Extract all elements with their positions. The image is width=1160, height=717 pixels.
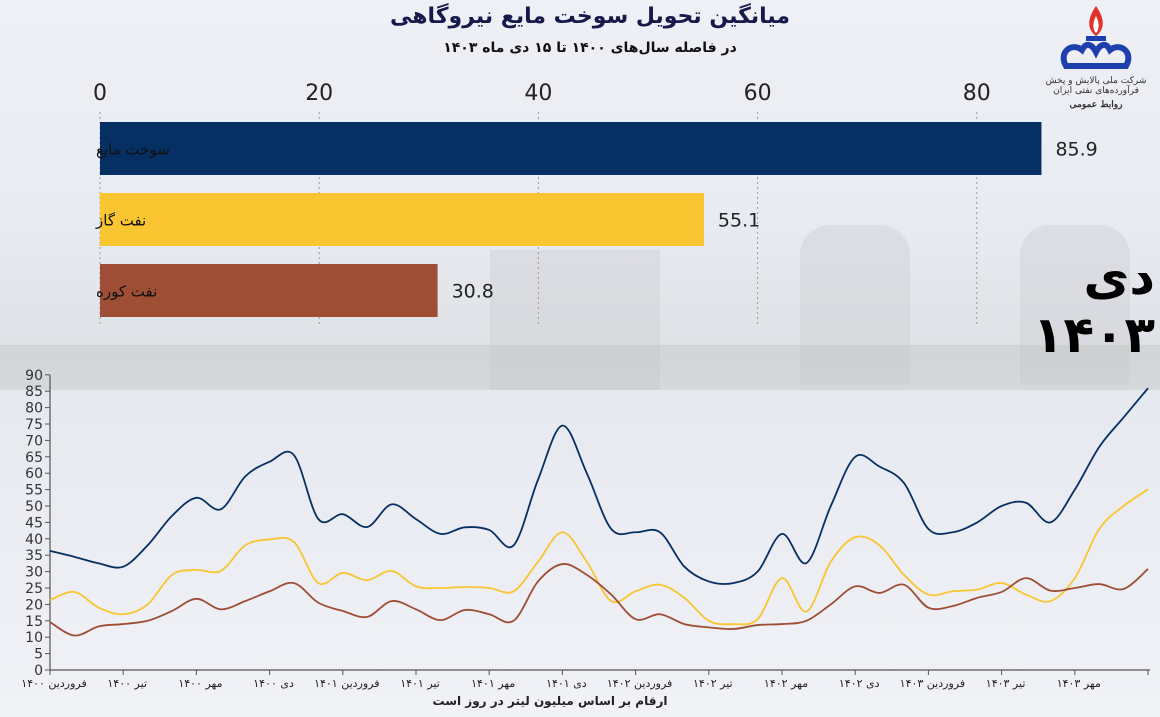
bar xyxy=(100,122,1042,175)
y-tick-label: 80 xyxy=(25,401,43,417)
unit-caption: ارقام بر اساس میلیون لیتر در روز است xyxy=(432,694,668,708)
bar-value-label: 30.8 xyxy=(452,281,494,303)
x-tick-label: تیر ۱۴۰۲ xyxy=(693,677,733,690)
y-tick-label: 40 xyxy=(25,532,43,548)
bar-category-label: سوخت مایع xyxy=(96,141,170,159)
bar-xtick-label: 60 xyxy=(744,81,772,106)
bar-xtick-label: 80 xyxy=(963,81,991,106)
flame-logo-icon xyxy=(1060,6,1132,69)
x-tick-label: مهر ۱۴۰۰ xyxy=(178,677,222,690)
bar-category-label: نفت کوره xyxy=(96,283,157,301)
chart-title: میانگین تحویل سوخت مایع نیروگاهی xyxy=(389,4,791,29)
x-tick-label: مهر ۱۴۰۳ xyxy=(1057,677,1101,690)
bar-value-label: 85.9 xyxy=(1055,139,1097,161)
y-tick-label: 45 xyxy=(25,515,43,531)
series-line-liquid-fuel xyxy=(49,387,1149,585)
bar-xtick-label: 0 xyxy=(93,81,107,106)
x-tick-label: دی ۱۴۰۰ xyxy=(253,677,294,690)
y-tick-label: 0 xyxy=(34,663,43,679)
y-tick-label: 15 xyxy=(25,614,43,630)
y-tick-label: 5 xyxy=(34,647,43,663)
y-tick-label: 65 xyxy=(25,450,43,466)
y-tick-label: 55 xyxy=(25,483,43,499)
x-tick-label: فروردین ۱۴۰۳ xyxy=(900,677,965,690)
bar-chart: 0 20 40 60 80 85.9 سوخت مایع 55.1 نفت گاز 30.8 نف… xyxy=(93,81,1098,325)
bar xyxy=(100,264,438,317)
x-tick-label: مهر ۱۴۰۲ xyxy=(764,677,808,690)
y-tick-label: 85 xyxy=(25,384,43,400)
bar-xtick-label: 40 xyxy=(524,81,552,106)
x-tick-label: فروردین ۱۴۰۱ xyxy=(314,677,379,690)
y-tick-label: 35 xyxy=(25,548,43,564)
x-tick-label: دی ۱۴۰۱ xyxy=(546,677,587,690)
x-tick-label: تیر ۱۴۰۱ xyxy=(400,677,440,690)
bar-value-label: 55.1 xyxy=(718,210,760,232)
background-cooling-tower xyxy=(800,225,910,385)
x-tick-label: فروردین ۱۴۰۲ xyxy=(607,677,672,690)
x-tick-label: مهر ۱۴۰۱ xyxy=(471,677,515,690)
bar-category-label: نفت گاز xyxy=(95,212,146,230)
bar xyxy=(100,193,704,246)
y-tick-label: 25 xyxy=(25,581,43,597)
background-building xyxy=(490,250,660,390)
company-logo: شرکت ملی پالایش و پخش فرآورده‌های نفتی ا… xyxy=(1036,2,1156,114)
x-tick-label: تیر ۱۴۰۰ xyxy=(107,677,147,690)
x-tick-label: تیر ۱۴۰۳ xyxy=(986,677,1026,690)
logo-dept-text: روابط عمومی xyxy=(1069,100,1123,110)
series-line-fuel-oil xyxy=(49,563,1149,637)
x-tick-label: دی ۱۴۰۲ xyxy=(839,677,880,690)
y-tick-label: 70 xyxy=(25,433,43,449)
background-treeline xyxy=(0,345,1160,390)
bar-xtick-label: 20 xyxy=(305,81,333,106)
y-tick-label: 30 xyxy=(25,565,43,581)
y-tick-label: 90 xyxy=(25,368,43,384)
logo-org-text: شرکت ملی پالایش و پخش فرآورده‌های نفتی ا… xyxy=(1045,76,1147,96)
y-tick-label: 75 xyxy=(25,417,43,433)
y-tick-label: 20 xyxy=(25,597,43,613)
chart-subtitle: در فاصله سال‌های ۱۴۰۰ تا ۱۵ دی ماه ۱۴۰۳ xyxy=(443,40,737,56)
y-tick-label: 10 xyxy=(25,630,43,646)
y-tick-label: 60 xyxy=(25,466,43,482)
y-tick-label: 50 xyxy=(25,499,43,515)
period-label: دی ۱۴۰۳ xyxy=(1032,248,1155,364)
background-cooling-tower xyxy=(1020,225,1130,385)
x-tick-label: فروردین ۱۴۰۰ xyxy=(21,677,86,690)
